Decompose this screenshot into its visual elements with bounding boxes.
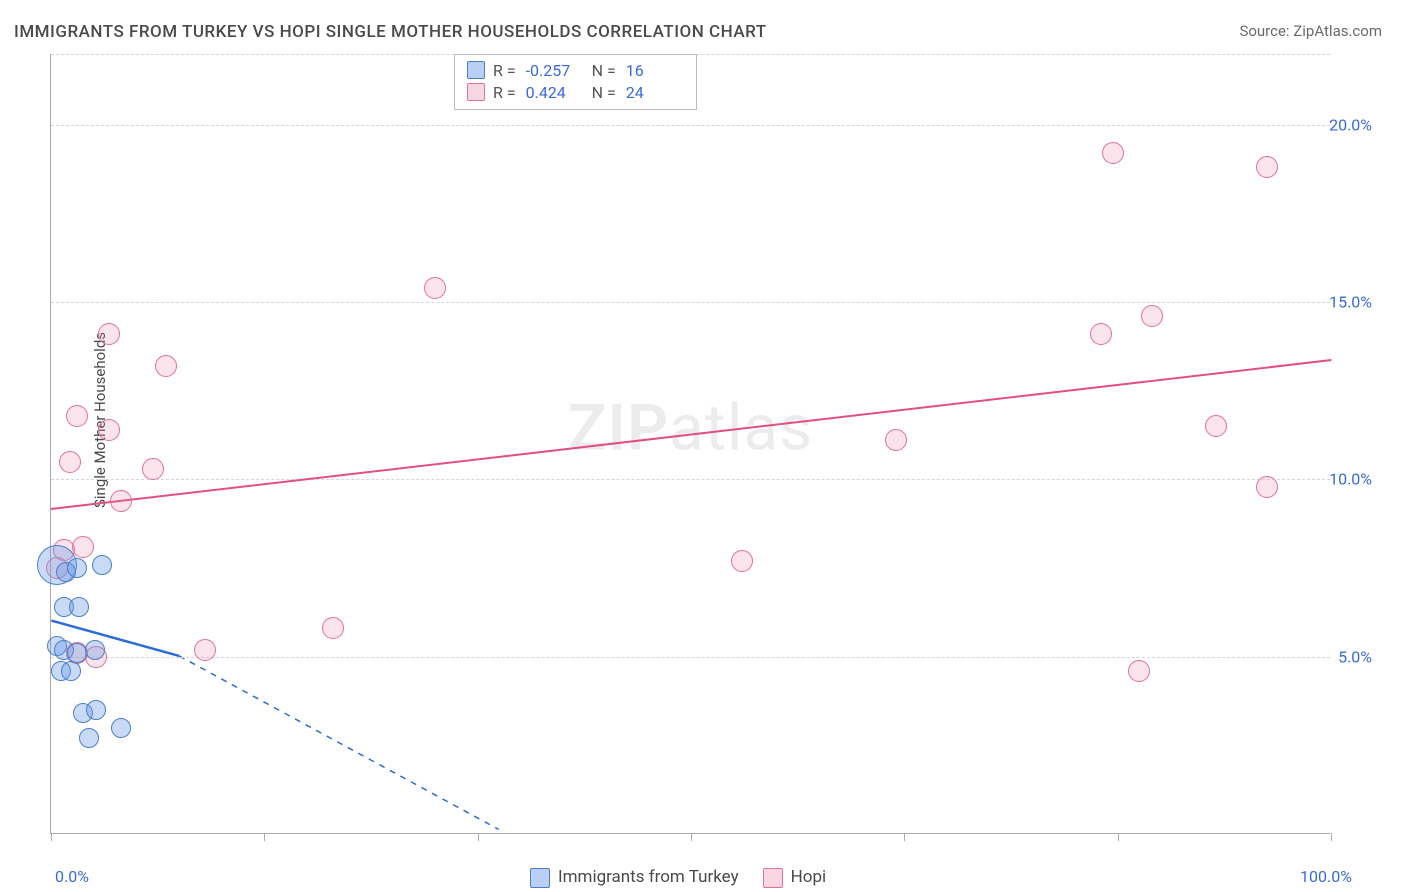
data-point-pink [194,639,216,661]
data-point-pink [1256,476,1278,498]
plot-area: ZIPatlas [50,54,1330,834]
data-point-blue [92,555,112,575]
correlation-legend: R = -0.257 N = 16 R = 0.424 N = 24 [454,54,697,110]
data-point-pink [72,536,94,558]
data-point-blue [67,558,87,578]
y-tick-label: 20.0% [1329,115,1372,134]
data-point-pink [66,405,88,427]
x-tick-label: 0.0% [55,867,89,886]
legend-item-blue: Immigrants from Turkey [530,867,739,888]
legend-row-pink: R = 0.424 N = 24 [467,81,684,103]
data-point-pink [142,458,164,480]
trend-lines-svg [51,54,1330,833]
chart-title: IMMIGRANTS FROM TURKEY VS HOPI SINGLE MO… [14,22,767,42]
data-point-pink [110,490,132,512]
data-point-pink [1090,323,1112,345]
x-tick [51,833,52,841]
data-point-pink [1141,305,1163,327]
data-point-pink [1256,156,1278,178]
legend-row-blue: R = -0.257 N = 16 [467,59,684,81]
x-tick [1118,833,1119,841]
x-tick [1331,833,1332,841]
legend-swatch-blue [530,868,550,888]
data-point-pink [424,277,446,299]
watermark-bold: ZIP [568,390,669,465]
y-tick-label: 15.0% [1329,293,1372,312]
n-label: N = [592,61,616,80]
data-point-blue [61,661,81,681]
gridline [51,479,1330,480]
x-tick [264,833,265,841]
legend-label-pink: Hopi [791,867,827,887]
x-tick-label: 100.0% [1300,867,1352,886]
gridline [51,302,1330,303]
r-label: R = [493,61,516,80]
data-point-pink [885,429,907,451]
data-point-pink [98,323,120,345]
r-value-blue: -0.257 [526,61,584,80]
data-point-pink [1102,142,1124,164]
y-tick-label: 5.0% [1338,647,1372,666]
data-point-pink [731,550,753,572]
legend-label-blue: Immigrants from Turkey [558,867,739,887]
source-prefix: Source: [1239,22,1293,40]
legend-item-pink: Hopi [763,867,827,888]
gridline [51,657,1330,658]
data-point-blue [111,718,131,738]
correlation-chart: IMMIGRANTS FROM TURKEY VS HOPI SINGLE MO… [0,0,1406,892]
trend-line-pink [51,359,1331,510]
data-point-pink [155,355,177,377]
series-legend: Immigrants from Turkey Hopi [530,867,826,888]
r-label: R = [493,83,516,102]
n-value-blue: 16 [626,61,684,80]
n-label: N = [592,83,616,102]
r-value-pink: 0.424 [526,83,584,102]
source-name: ZipAtlas.com [1293,22,1382,40]
data-point-pink [322,617,344,639]
data-point-blue [86,700,106,720]
watermark: ZIPatlas [568,390,813,465]
gridline [51,125,1330,126]
data-point-blue [69,597,89,617]
x-tick [904,833,905,841]
data-point-pink [98,419,120,441]
data-point-pink [59,451,81,473]
legend-swatch-blue [467,61,485,79]
n-value-pink: 24 [626,83,684,102]
data-point-pink [1128,660,1150,682]
data-point-blue [85,640,105,660]
x-tick [691,833,692,841]
chart-source: Source: ZipAtlas.com [1239,22,1382,40]
y-tick-label: 10.0% [1329,470,1372,489]
x-tick [478,833,479,841]
legend-swatch-pink [763,868,783,888]
data-point-pink [1205,415,1227,437]
data-point-blue [79,728,99,748]
legend-swatch-pink [467,83,485,101]
